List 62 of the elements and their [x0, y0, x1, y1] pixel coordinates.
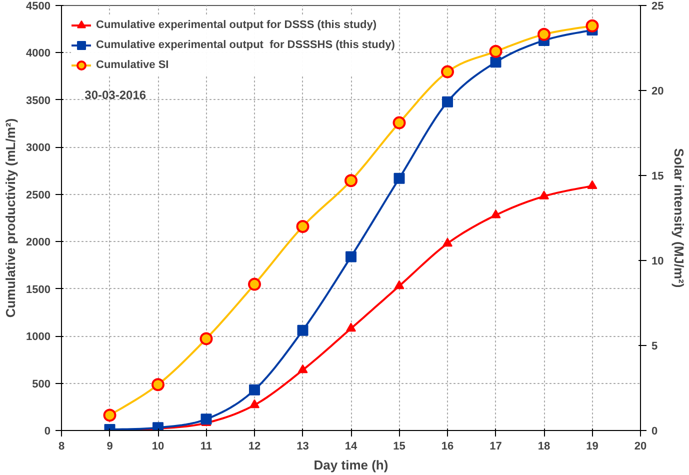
legend-label: Cumulative experimental output for DSSSHS (this study) [96, 39, 395, 51]
y2-tick-label: 5 [652, 340, 658, 352]
point [250, 399, 260, 408]
y-tick-label: 500 [32, 378, 51, 390]
x-tick-label: 13 [296, 440, 309, 452]
point [296, 220, 310, 233]
y-tick-label: 4000 [26, 48, 51, 60]
y2-tick-label: 20 [652, 86, 664, 98]
point [489, 44, 502, 58]
point [346, 322, 356, 332]
point [587, 180, 598, 189]
y-tick-label: 1000 [26, 331, 51, 344]
point [586, 19, 599, 32]
point [392, 116, 406, 130]
x-tick-label: 12 [248, 440, 261, 452]
point [200, 332, 213, 346]
y-tick-label: 4500 [26, 0, 51, 12]
x-tick-label: 15 [393, 440, 406, 452]
point [442, 238, 452, 247]
point [539, 190, 549, 200]
x-tick-label: 14 [344, 440, 358, 452]
x-tick-label: 18 [538, 440, 550, 452]
x-tick-label: 17 [490, 440, 502, 452]
y-tick-label: 2000 [26, 236, 51, 249]
x-tick-label: 11 [200, 440, 212, 452]
point [442, 96, 453, 108]
point [394, 172, 405, 184]
legend-label: Cumulative experimental output for DSSS (this study) [96, 19, 377, 31]
point [490, 209, 501, 218]
x-tick-label: 19 [586, 440, 598, 452]
point [152, 378, 164, 392]
legend-label: Cumulative SI [96, 59, 169, 71]
point [346, 251, 356, 262]
point [344, 174, 358, 188]
point [394, 280, 404, 290]
y2-tick-label: 10 [652, 256, 664, 268]
annotation: 30-03-2016 [84, 88, 146, 102]
point [249, 384, 260, 396]
y2-tick-label: 25 [652, 0, 664, 12]
point [200, 414, 212, 425]
y-axis-title: Cumulative productivity (mL/m²) [3, 118, 18, 318]
x-tick-label: 9 [106, 440, 113, 452]
point [441, 65, 454, 78]
point [298, 364, 308, 374]
x-tick-label: 16 [441, 440, 454, 452]
point [248, 278, 261, 291]
y-tick-label: 1500 [26, 284, 51, 296]
point [297, 324, 308, 336]
point [103, 408, 116, 422]
y-tick-label: 3500 [26, 94, 51, 107]
point [538, 28, 550, 41]
y2-axis-title: Solar intensity (MJ/m²) [672, 148, 687, 288]
y-tick-label: 3000 [26, 142, 51, 154]
x-tick-label: 10 [152, 440, 164, 452]
x-axis-title: Day time (h) [314, 458, 388, 472]
y-tick-label: 2500 [26, 189, 51, 202]
y2-tick-label: 15 [652, 170, 664, 182]
y2-tick-label: 0 [652, 426, 658, 438]
x-tick-label: 20 [634, 440, 647, 452]
y-tick-label: 0 [44, 426, 51, 438]
x-tick-label: 8 [58, 440, 65, 452]
point [490, 56, 502, 68]
